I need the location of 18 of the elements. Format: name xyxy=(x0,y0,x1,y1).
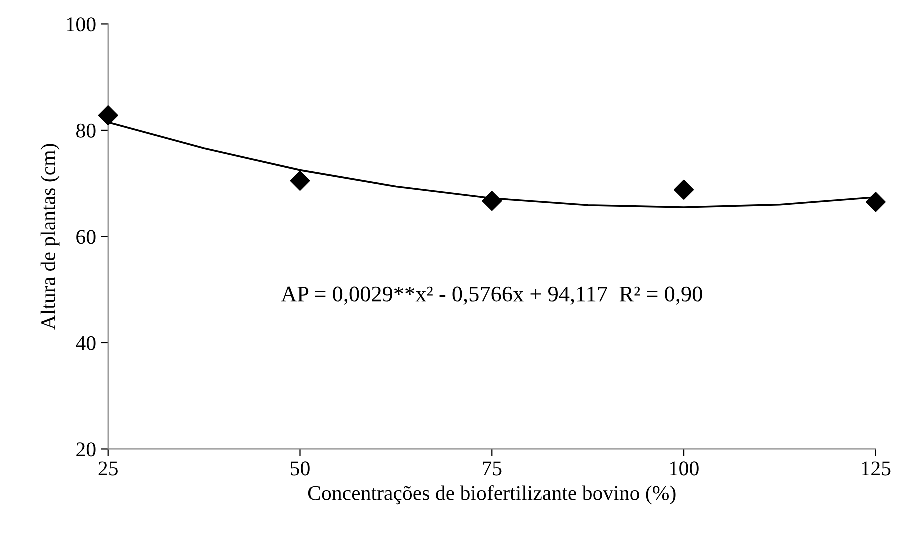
point xyxy=(866,192,886,212)
annotation: AP = 0,0029**x² - 0,5766x + 94,117 R² = 0,90 xyxy=(281,286,702,305)
y-tick-label: 80 xyxy=(76,124,96,138)
x-tick-label: 75 xyxy=(483,462,502,476)
x-tick-label: 50 xyxy=(291,462,310,476)
x-tick-label: 100 xyxy=(670,462,699,476)
y-tick-label: 40 xyxy=(76,336,96,350)
x-tick-label: 25 xyxy=(98,462,118,476)
y-tick-label: 100 xyxy=(67,18,96,32)
point xyxy=(290,170,310,191)
y-tick-label: 60 xyxy=(76,230,96,244)
x-tick-label: 125 xyxy=(862,462,891,476)
point xyxy=(98,106,118,126)
point xyxy=(482,191,502,212)
y-axis-title: Altura de plantas (cm) xyxy=(40,144,60,330)
x-axis-title: Concentrações de biofertilizante bovino (%) xyxy=(308,485,676,505)
point xyxy=(674,180,694,200)
y-tick-label: 20 xyxy=(76,442,96,457)
